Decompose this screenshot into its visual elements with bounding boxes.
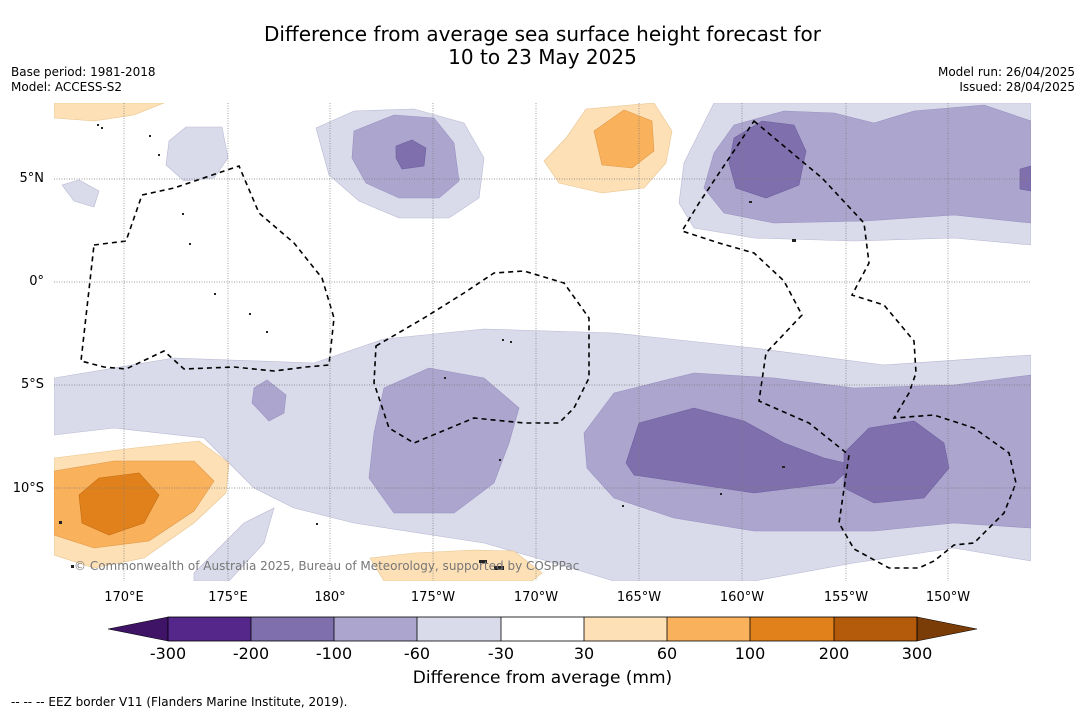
y-tick-5n: 5°N xyxy=(19,171,45,186)
y-tick-10s: 10°S xyxy=(12,481,44,496)
anomaly-pos-100-200-south-west xyxy=(78,472,160,536)
colorbar-label-minus-60: -60 xyxy=(403,644,431,663)
eez-border-central xyxy=(373,270,590,444)
model-run-label: Model run: 26/04/2025 xyxy=(937,65,1075,79)
x-tick-165w: 165°W xyxy=(616,590,662,605)
anomaly-neg-100-200-south-east-b xyxy=(843,420,950,504)
anomaly-neg-100-200-east-edge xyxy=(1019,165,1031,192)
colorbar xyxy=(107,616,978,642)
anomaly-pos-30-60-south xyxy=(369,549,543,581)
colorbar-min-extend xyxy=(107,616,169,642)
map-title-line-2: 10 to 23 May 2025 xyxy=(448,45,637,69)
anomaly-neg-30-60-south-tail xyxy=(193,507,275,581)
anomaly-neg-60-100-islet xyxy=(251,379,287,422)
colorbar-label-30: 30 xyxy=(573,644,595,663)
x-tick-175w: 175°W xyxy=(410,590,456,605)
colorbar-label-300: 300 xyxy=(901,644,933,663)
base-period-label: Base period: 1981-2018 xyxy=(11,65,156,79)
colorbar-swatch-8 xyxy=(750,617,834,641)
issued-label: Issued: 28/04/2025 xyxy=(959,80,1075,94)
eez-border-east xyxy=(680,119,1017,569)
x-tick-180: 180° xyxy=(314,590,346,605)
islands xyxy=(59,124,796,570)
colorbar-label-minus-30: -30 xyxy=(487,644,515,663)
x-tick-175e: 175°E xyxy=(208,590,248,605)
x-tick-160w: 160°W xyxy=(719,590,765,605)
colorbar-swatch-9 xyxy=(834,617,917,641)
x-tick-170e: 170°E xyxy=(104,590,144,605)
colorbar-swatch-5 xyxy=(501,617,584,641)
x-tick-150w: 150°W xyxy=(925,590,971,605)
colorbar-swatch-4 xyxy=(417,617,501,641)
anomaly-neg-60-100-south-central xyxy=(368,367,520,514)
anomaly-pos-30-60-north-west xyxy=(54,103,165,122)
colorbar-label-minus-200: -200 xyxy=(232,644,270,663)
anomaly-neg-100-200-south-east-a xyxy=(625,407,855,494)
colorbar-label-minus-100: -100 xyxy=(315,644,353,663)
colorbar-label-100: 100 xyxy=(734,644,766,663)
colorbar-label-60: 60 xyxy=(656,644,678,663)
y-tick-5s: 5°S xyxy=(20,377,44,392)
model-label: Model: ACCESS-S2 xyxy=(11,80,123,94)
eez-legend: -- -- -- EEZ border V11 (Flanders Marine… xyxy=(11,695,348,709)
colorbar-swatch-7 xyxy=(667,617,750,641)
grid-lines xyxy=(54,103,1031,581)
copyright-text: © Commonwealth of Australia 2025, Bureau… xyxy=(74,559,580,573)
colorbar-label-minus-300: -300 xyxy=(149,644,187,663)
map-title-line-1: Difference from average sea surface heig… xyxy=(263,22,822,46)
anomaly-neg-30-60-small-north xyxy=(165,126,229,182)
colorbar-swatch-2 xyxy=(251,617,334,641)
sea-surface-height-map xyxy=(54,103,1031,581)
anomaly-neg-100-200-north-central xyxy=(395,139,427,170)
colorbar-swatch-1 xyxy=(168,617,251,641)
colorbar-title: Difference from average (mm) xyxy=(412,668,673,688)
x-tick-155w: 155°W xyxy=(823,590,869,605)
colorbar-swatch-6 xyxy=(584,617,667,641)
colorbar-max-extend xyxy=(916,616,978,642)
colorbar-swatch-3 xyxy=(334,617,417,641)
colorbar-label-200: 200 xyxy=(818,644,850,663)
x-tick-170w: 170°W xyxy=(513,590,559,605)
y-tick-0: 0° xyxy=(29,274,44,289)
eez-borders xyxy=(80,119,1017,569)
anomaly-neg-30-60-west-islet xyxy=(61,179,100,208)
